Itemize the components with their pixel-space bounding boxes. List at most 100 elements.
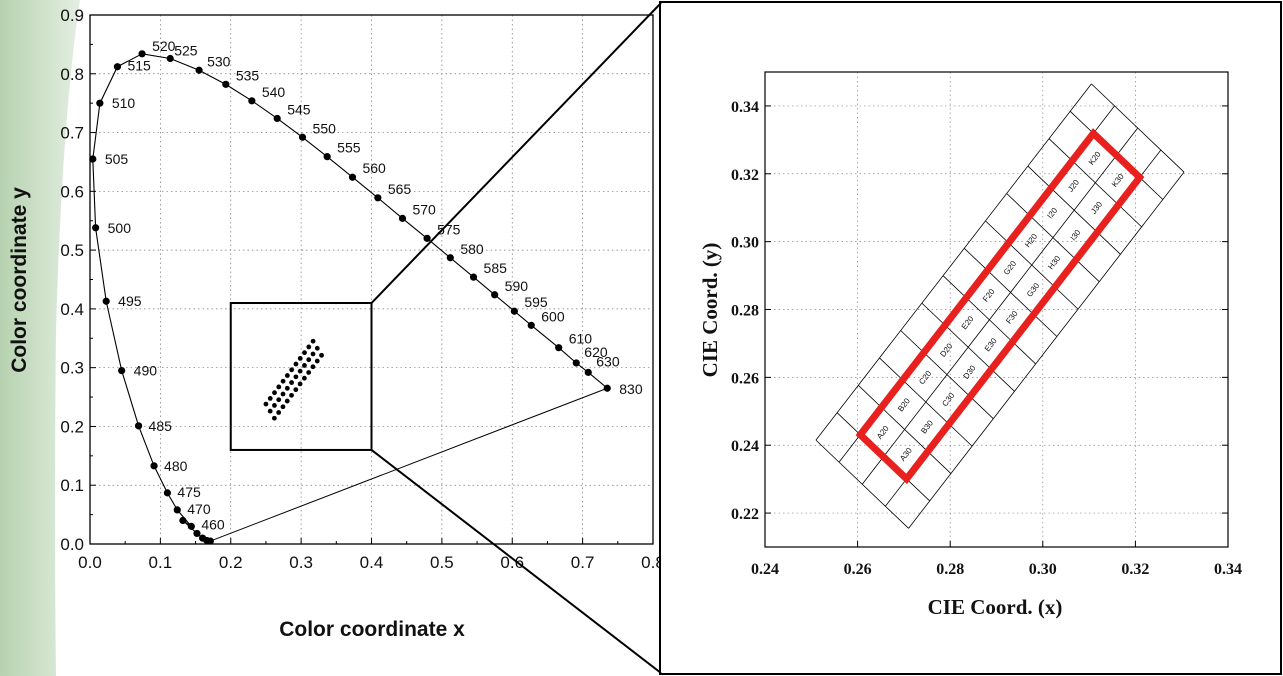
cluster-point: [271, 415, 277, 421]
zoom-box: [229, 302, 373, 451]
right-x-tick-label: 0.32: [1121, 561, 1149, 578]
cluster-point: [297, 368, 303, 374]
wavelength-label: 620: [584, 344, 608, 360]
zoom-line-top: [370, 2, 662, 304]
wavelength-label: 460: [201, 516, 225, 532]
locus-point: [150, 462, 158, 470]
left-y-tick-label: 0.7: [60, 124, 84, 143]
cie-zoom-chart: 0.24 0.26 0.28 0.30 0.32 0.34 0.22 0.24 0.26 0.28…: [698, 71, 1242, 619]
cluster-point: [272, 403, 277, 408]
right-x-tick-label: 0.34: [1214, 561, 1242, 578]
right-x-tick-label: 0.24: [751, 561, 779, 578]
cluster-point: [310, 364, 316, 370]
point-cluster: [263, 338, 324, 421]
zoom-panel-border: [659, 1, 1282, 675]
locus-point: [166, 54, 174, 63]
mesh-line-long: [815, 83, 1092, 441]
cluster-point: [289, 380, 294, 385]
left-x-tick-label: 0.5: [430, 553, 454, 572]
right-gridlines: [765, 72, 1228, 547]
left-y-tick-label: 0.6: [60, 182, 84, 201]
mesh-line-long: [861, 127, 1139, 485]
locus-point: [273, 114, 281, 123]
left-y-tick-label: 0.1: [60, 476, 84, 495]
wavelength-label: 480: [164, 458, 188, 474]
cluster-point: [280, 404, 286, 410]
locus-point: [187, 522, 195, 530]
locus-point: [173, 506, 181, 514]
locus-point: [96, 99, 104, 107]
left-x-tick-label: 0.7: [571, 553, 595, 572]
locus-point: [113, 63, 122, 71]
cluster-point: [263, 401, 269, 407]
locus-point: [446, 254, 454, 262]
locus-point: [222, 80, 230, 88]
wavelength-label: 590: [505, 278, 529, 294]
locus-point: [510, 307, 518, 315]
locus-point: [374, 194, 382, 202]
cluster-point: [267, 395, 273, 401]
wavelength-label: 550: [313, 120, 337, 136]
locus-point: [163, 489, 172, 497]
locus-point: [206, 537, 214, 545]
left-x-tick-label: 0.1: [149, 553, 173, 572]
cluster-point: [310, 351, 316, 357]
right-y-tick-label: 0.28: [731, 303, 759, 320]
cluster-point: [276, 397, 282, 403]
highlight-region: [855, 128, 1145, 485]
cluster-point: [272, 390, 277, 396]
cluster-point: [314, 345, 320, 351]
locus-point: [423, 234, 431, 242]
cluster-point: [293, 387, 299, 393]
left-y-tick-label: 0.4: [60, 300, 84, 319]
left-y-axis-title: Color coordinate y: [8, 187, 31, 373]
mesh-line-long: [908, 171, 1185, 529]
right-y-tick-label: 0.22: [731, 506, 759, 523]
cluster-point: [306, 370, 312, 375]
side-accent-bar: [0, 0, 80, 676]
left-x-tick-label: 0.3: [289, 553, 313, 572]
wavelength-label: 505: [105, 151, 129, 167]
wavelength-label: 490: [134, 363, 158, 379]
wavelength-label: 520: [152, 38, 176, 54]
cluster-point: [284, 398, 290, 404]
cluster-point: [289, 367, 295, 373]
right-x-tick-label: 0.26: [844, 561, 872, 578]
left-x-tick-label: 0.6: [500, 553, 524, 572]
cluster-point: [267, 408, 273, 414]
highlight-box: [855, 128, 1145, 485]
wavelength-label: 545: [287, 101, 311, 117]
mesh-line-cross: [1091, 83, 1185, 173]
right-y-tick-label: 0.26: [731, 370, 759, 387]
left-axis-ticks: 0.0 0.1 0.2 0.3 0.4 0.5 0.6 0.7 0.8 0.0 0.1 0.2 0.3 0…: [60, 6, 664, 572]
right-y-axis-title: CIE Coord. (y): [698, 243, 722, 378]
right-x-tick-label: 0.30: [1029, 561, 1057, 578]
cluster-point: [297, 381, 303, 387]
right-x-tick-label: 0.28: [936, 561, 964, 578]
left-x-tick-label: 0.2: [219, 553, 243, 572]
wavelength-label: 495: [118, 293, 142, 309]
cluster-point: [280, 378, 286, 384]
cluster-point: [306, 344, 312, 350]
locus-point: [92, 224, 100, 232]
cluster-point: [293, 361, 299, 367]
locus-point: [348, 173, 357, 181]
zoom-connector-lines: [370, 2, 662, 674]
purple-line: [210, 387, 608, 542]
locus-point: [469, 273, 478, 281]
left-y-tick-label: 0.0: [60, 535, 84, 554]
zoom-line-bottom: [370, 449, 662, 674]
left-y-tick-label: 0.5: [60, 241, 84, 260]
locus-point: [603, 384, 611, 392]
locus-point: [572, 359, 580, 367]
locus-point: [555, 344, 563, 352]
wavelength-label: 560: [362, 160, 386, 176]
wavelength-label: 570: [412, 201, 436, 217]
zoom-region-box: [229, 302, 373, 451]
wavelength-label: 830: [619, 381, 643, 397]
wavelength-label: 575: [437, 221, 461, 237]
locus-point: [89, 155, 97, 163]
wavelength-label: 525: [174, 42, 198, 58]
